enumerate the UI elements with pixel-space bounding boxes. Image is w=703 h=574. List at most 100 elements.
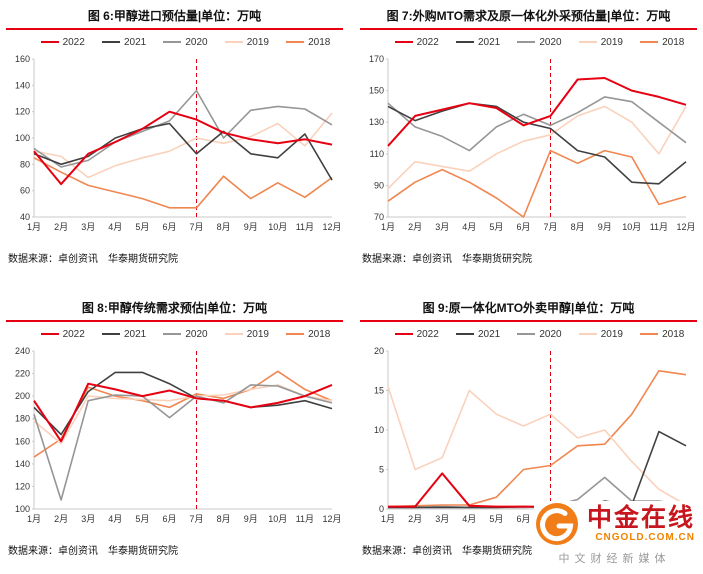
legend-swatch-2020 — [517, 41, 536, 43]
x-tick-label: 9月 — [244, 514, 258, 524]
data-source-text: 数据来源：卓创资讯 华泰期货研究院 — [8, 546, 178, 557]
series-line-2022 — [387, 77, 687, 147]
series-line-2018 — [33, 370, 333, 458]
data-source-text: 数据来源：卓创资讯 华泰期货研究院 — [362, 546, 532, 557]
series-line-2019 — [33, 112, 333, 179]
series-line-2019 — [33, 384, 333, 445]
y-tick-label: 90 — [374, 180, 384, 190]
series-line-2019 — [387, 105, 687, 190]
legend-item-2019: 2019 — [578, 328, 623, 340]
y-tick-label: 40 — [20, 212, 30, 222]
legend-item-2020: 2020 — [163, 328, 208, 340]
legend-item-2021: 2021 — [101, 37, 146, 48]
y-tick-label: 120 — [15, 481, 30, 491]
legend-label-2021: 2021 — [477, 328, 501, 340]
x-tick-label: 2月 — [54, 222, 68, 232]
x-tick-label: 9月 — [244, 222, 258, 232]
legend-label-2018: 2018 — [308, 36, 331, 48]
legend-item-2022: 2022 — [40, 328, 85, 340]
x-tick-label: 2月 — [408, 514, 422, 524]
y-tick-label: 130 — [369, 117, 384, 127]
legend-item-2020: 2020 — [517, 37, 562, 48]
legend-item-2018: 2018 — [640, 37, 684, 48]
x-tick-label: 7月 — [189, 514, 203, 524]
y-tick-label: 170 — [369, 54, 384, 64]
legend-label-2020: 2020 — [185, 328, 208, 340]
x-tick-label: 5月 — [135, 222, 149, 232]
y-tick-label: 110 — [370, 149, 384, 159]
chart-panel-fig6: 图 6:甲醇进口预估量|单位：万吨 2022 2021 2020 2019 2018 4… — [6, 8, 343, 265]
y-tick-label: 240 — [15, 346, 30, 356]
logo-tagline: 中文财经新媒体 — [558, 553, 671, 565]
line-chart-fig8: 100 120 140 160 180 200 220 240 1月 2月 3月 4月 5月 6月 7月 8月… — [15, 346, 342, 524]
x-tick-label: 3月 — [81, 514, 95, 524]
x-tick-label: 10月 — [268, 514, 287, 524]
series-line-2018 — [387, 149, 687, 218]
legend-item-2022: 2022 — [394, 328, 439, 340]
legend-label-2021: 2021 — [477, 36, 501, 48]
x-tick-label: 8月 — [571, 222, 585, 232]
data-source-text: 数据来源：卓创资讯 华泰期货研究院 — [362, 254, 532, 265]
legend-label-2019: 2019 — [600, 328, 623, 340]
x-tick-label: 3月 — [435, 514, 449, 524]
y-tick-label: 150 — [369, 86, 384, 96]
series-line-2018 — [33, 157, 333, 209]
legend-label-2022: 2022 — [416, 328, 439, 340]
cngold-logo-icon — [535, 503, 578, 545]
series-line-2019 — [387, 386, 687, 506]
legend-item-2022: 2022 — [40, 37, 85, 48]
x-tick-label: 4月 — [462, 514, 476, 524]
legend-item-2019: 2019 — [224, 37, 269, 48]
x-tick-label: 5月 — [135, 514, 149, 524]
x-tick-label: 2月 — [54, 514, 68, 524]
legend-swatch-2018 — [640, 41, 659, 43]
x-tick-label: 3月 — [435, 222, 449, 232]
legend-label-2018: 2018 — [662, 36, 685, 48]
legend-label-2022: 2022 — [62, 328, 85, 340]
legend-swatch-2019 — [578, 41, 597, 43]
chart-panel-fig8: 图 8:甲醇传统需求预估|单位：万吨 2022 2021 2020 2019 2018 … — [6, 300, 343, 557]
legend-swatch-2018 — [286, 333, 305, 335]
line-chart-fig6: 40 60 80 100 120 140 160 1月 2月 3月 4月 5月 6月 7月 8月 9月 10月 1… — [15, 54, 342, 232]
legend-label-2018: 2018 — [308, 328, 331, 340]
x-tick-label: 12月 — [676, 222, 695, 232]
legend-item-2019: 2019 — [224, 329, 269, 340]
x-tick-label: 8月 — [217, 514, 231, 524]
y-tick-label: 5 — [379, 465, 384, 475]
legend-swatch-2022 — [394, 333, 413, 335]
chart-panel-fig7: 图 7:外购MTO需求及原一体化外采预估量|单位：万吨 2022 2021 2020… — [360, 8, 697, 265]
x-tick-label: 6月 — [516, 514, 530, 524]
legend-label-2021: 2021 — [123, 328, 147, 340]
legend-swatch-2021 — [455, 41, 474, 43]
legend-item-2021: 2021 — [455, 36, 501, 48]
series-line-2022 — [33, 110, 333, 186]
cngold-logo-row: 中金在线 CNGOLD.COM.CN — [534, 501, 695, 547]
legend-swatch-2022 — [40, 333, 59, 335]
y-tick-label: 10 — [374, 425, 384, 435]
legend-swatch-2021 — [101, 333, 120, 335]
logo-domain: CNGOLD.COM.CN — [595, 531, 695, 543]
series-line-2021 — [33, 371, 333, 436]
x-tick-label: 10月 — [622, 222, 641, 232]
x-tick-label: 1月 — [381, 222, 395, 232]
x-tick-label: 12月 — [322, 222, 341, 232]
series-line-2020 — [33, 384, 333, 501]
legend-swatch-2021 — [101, 41, 120, 43]
cngold-logo-text: 中金在线 CNGOLD.COM.CN — [587, 505, 695, 543]
x-tick-label: 12月 — [322, 514, 341, 524]
x-tick-label: 10月 — [268, 222, 287, 232]
x-tick-label: 11月 — [296, 222, 314, 232]
line-chart-fig9: 051015201月2月3月4月5月6月7月8月9月10月11月12月 — [374, 346, 696, 524]
legend-item-2020: 2020 — [163, 37, 208, 48]
y-tick-label: 160 — [15, 54, 30, 64]
y-tick-label: 20 — [374, 346, 384, 356]
y-tick-label: 100 — [15, 504, 30, 514]
x-tick-label: 7月 — [543, 222, 557, 232]
legend-swatch-2019 — [224, 41, 243, 43]
x-tick-label: 7月 — [189, 222, 203, 232]
y-tick-label: 180 — [15, 414, 30, 424]
y-tick-label: 60 — [20, 186, 30, 196]
legend-swatch-2020 — [517, 333, 536, 335]
x-tick-label: 1月 — [27, 222, 41, 232]
legend-label-2019: 2019 — [600, 36, 623, 48]
